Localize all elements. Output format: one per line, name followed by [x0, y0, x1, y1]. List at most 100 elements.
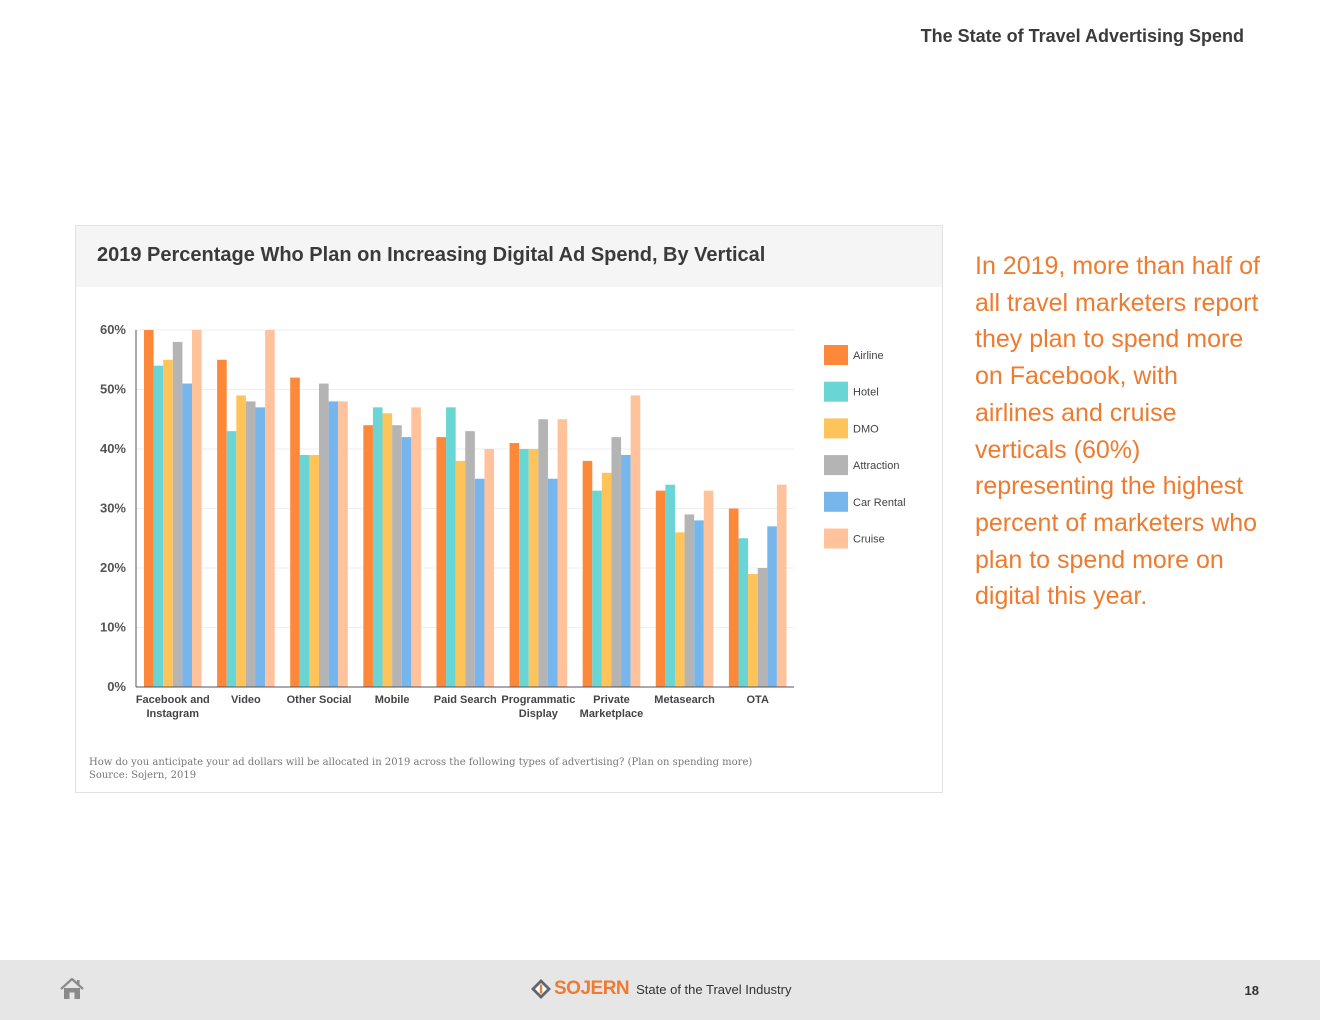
- bar-chart: 0% 10% 20% 30% 40% 50% 60% Facebook and Instagra…: [100, 322, 906, 720]
- bar-cruise: [338, 401, 348, 687]
- y-tick-label: 60%: [100, 322, 126, 337]
- bar-hotel: [299, 454, 310, 687]
- bar-cruise: [192, 330, 202, 687]
- bar-dmo: [236, 395, 246, 687]
- bar-dmo: [748, 573, 758, 687]
- bar-airline: [290, 377, 300, 687]
- legend-swatch: [824, 491, 848, 512]
- bar-dmo: [674, 532, 685, 687]
- callout-text: In 2019, more than half of all travel ma…: [975, 252, 1260, 611]
- y-tick-label: 20%: [100, 560, 126, 575]
- brand-name: SOJERN: [554, 978, 630, 999]
- bar-airline: [144, 330, 154, 687]
- bar-airline: [217, 359, 227, 687]
- page-header-title: The State of Travel Advertising Spend: [920, 26, 1244, 46]
- bar-airline: [728, 508, 739, 687]
- chart-card: 2019 Percentage Who Plan on Increasing D…: [75, 225, 943, 793]
- footer-bar: SOJERN State of the Travel Industry 18: [0, 960, 1320, 1020]
- bar-car-rental: [694, 520, 704, 687]
- chart-title: 2019 Percentage Who Plan on Increasing D…: [97, 244, 766, 266]
- bar-cruise: [265, 330, 275, 687]
- y-tick-label: 50%: [100, 382, 126, 397]
- bar-hotel: [226, 431, 237, 687]
- brand-tagline: State of the Travel Industry: [636, 981, 792, 997]
- bar-airline: [582, 460, 593, 687]
- source-note: Source: Sojern, 2019: [89, 770, 197, 781]
- bar-hotel: [592, 490, 602, 687]
- chart-title-band: 2019 Percentage Who Plan on Increasing D…: [76, 226, 942, 287]
- bar-car-rental: [767, 526, 777, 687]
- bar-car-rental: [547, 478, 558, 687]
- legend-label: Cruise: [853, 534, 885, 546]
- legend-swatch: [824, 455, 848, 476]
- chart-footnote: How do you anticipate your ad dollars wi…: [89, 756, 752, 782]
- bar-attraction: [172, 341, 183, 687]
- bar-hotel: [153, 365, 164, 687]
- bar-airline: [509, 443, 520, 687]
- legend-label: DMO: [853, 423, 879, 435]
- bar-airline: [363, 425, 373, 687]
- bar-hotel: [372, 407, 383, 687]
- bar-hotel: [738, 538, 749, 687]
- bar-car-rental: [328, 401, 339, 687]
- y-tick-label: 30%: [100, 501, 126, 516]
- bar-hotel: [519, 449, 529, 687]
- home-icon[interactable]: [59, 976, 85, 1002]
- y-tick-label: 10%: [100, 620, 126, 635]
- y-tick-label: 40%: [100, 441, 126, 456]
- x-category-label: Video: [231, 694, 261, 706]
- bar-cruise: [630, 395, 641, 687]
- x-category-label: Paid Search: [434, 694, 497, 706]
- x-category-label: Private: [593, 694, 630, 706]
- bar-dmo: [163, 359, 173, 687]
- x-category-label: Metasearch: [654, 694, 715, 706]
- x-category-label: Display: [519, 708, 559, 720]
- bar-attraction: [392, 425, 402, 687]
- bar-dmo: [601, 472, 612, 687]
- bar-airline: [436, 437, 447, 687]
- bar-attraction: [319, 383, 329, 687]
- bar-car-rental: [401, 437, 412, 687]
- bar-dmo: [455, 460, 466, 687]
- survey-question: How do you anticipate your ad dollars wi…: [89, 757, 753, 768]
- legend-label: Attraction: [853, 460, 899, 472]
- bar-attraction: [757, 568, 768, 687]
- legend-swatch: [824, 418, 848, 439]
- bar-attraction: [245, 401, 256, 687]
- y-tick-label: 0%: [107, 679, 126, 694]
- legend-swatch: [824, 345, 848, 365]
- legend-swatch: [824, 381, 848, 402]
- page-number: 18: [1244, 983, 1259, 998]
- bar-hotel: [665, 484, 675, 687]
- x-category-label: Programmatic: [501, 694, 575, 706]
- bar-cruise: [411, 407, 421, 687]
- bar-hotel: [446, 407, 456, 687]
- bar-cruise: [776, 484, 787, 687]
- x-category-label: Mobile: [375, 694, 410, 706]
- x-category-label: Other Social: [287, 694, 352, 706]
- footer-brand: SOJERN State of the Travel Industry: [530, 978, 792, 1000]
- bar-attraction: [538, 419, 548, 687]
- legend-label: Airline: [853, 350, 884, 362]
- legend-swatch: [824, 528, 848, 549]
- bar-dmo: [528, 449, 539, 687]
- x-category-label: Marketplace: [580, 708, 644, 720]
- bar-dmo: [309, 454, 320, 687]
- x-category-label: OTA: [746, 694, 768, 706]
- bar-attraction: [465, 431, 475, 687]
- bar-cruise: [484, 449, 495, 687]
- bar-car-rental: [474, 478, 485, 687]
- legend-label: Hotel: [853, 387, 879, 399]
- bar-attraction: [611, 437, 622, 687]
- bar-cruise: [703, 490, 714, 687]
- legend-label: Car Rental: [853, 497, 906, 509]
- bar-attraction: [684, 514, 695, 687]
- x-category-label: Facebook and: [136, 694, 210, 706]
- bar-car-rental: [621, 454, 631, 687]
- bar-car-rental: [182, 383, 192, 687]
- bar-dmo: [382, 413, 393, 687]
- sojern-logo-icon: [531, 979, 551, 999]
- x-category-label: Instagram: [147, 708, 200, 720]
- bar-airline: [655, 490, 666, 687]
- bar-car-rental: [255, 407, 266, 687]
